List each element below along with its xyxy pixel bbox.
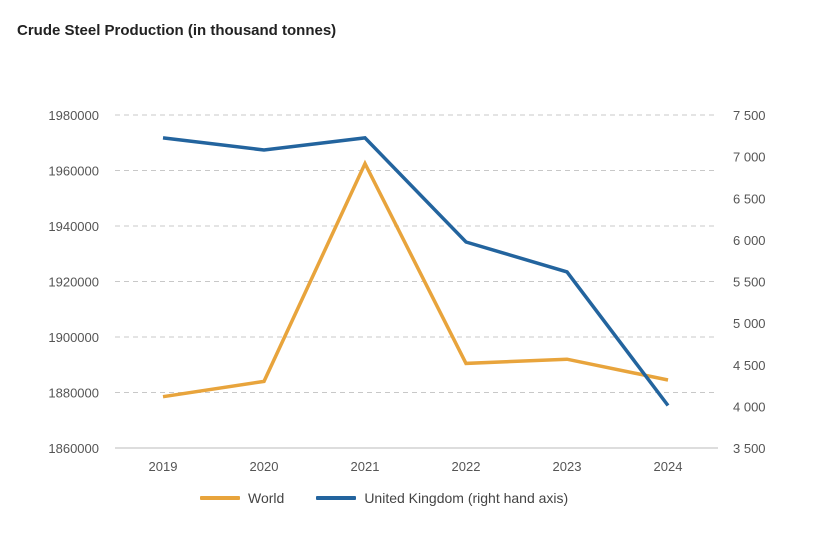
legend-swatch-uk [316, 496, 357, 500]
legend-item-uk: United Kingdom (right hand axis) [316, 490, 568, 506]
x-tick-label: 2021 [351, 459, 380, 474]
left-tick-label: 1940000 [48, 219, 99, 234]
series-line-world [162, 159, 669, 399]
x-tick-label: 2023 [553, 459, 582, 474]
x-axis-ticks: 2019 2020 2021 2022 2023 2024 [149, 459, 683, 474]
x-tick-label: 2022 [452, 459, 481, 474]
right-tick-label: 7 000 [733, 150, 766, 165]
legend-item-world: World [200, 490, 284, 506]
left-tick-label: 1860000 [48, 441, 99, 456]
left-axis-ticks: 1860000 1880000 1900000 1920000 1940000 19600… [48, 108, 99, 456]
right-tick-label: 7 500 [733, 108, 766, 123]
left-tick-label: 1960000 [48, 164, 99, 179]
right-tick-label: 5 000 [733, 316, 766, 331]
left-tick-label: 1880000 [48, 386, 99, 401]
left-tick-label: 1920000 [48, 275, 99, 290]
gridlines [115, 114, 718, 449]
left-tick-label: 1980000 [48, 108, 99, 123]
series-line-uk [162, 136, 670, 407]
right-tick-label: 6 000 [733, 233, 766, 248]
x-tick-label: 2024 [654, 459, 683, 474]
right-tick-label: 4 000 [733, 399, 766, 414]
right-axis-ticks: 3 500 4 000 4 500 5 000 5 500 6 000 6 500 7 000… [733, 108, 766, 456]
series-lines [162, 136, 670, 407]
left-tick-label: 1900000 [48, 330, 99, 345]
right-tick-label: 5 500 [733, 275, 766, 290]
right-tick-label: 6 500 [733, 191, 766, 206]
legend-label-uk: United Kingdom (right hand axis) [364, 490, 569, 506]
legend: World United Kingdom (right hand axis) [200, 490, 568, 506]
legend-swatch-world [200, 496, 240, 500]
legend-label-world: World [248, 490, 285, 506]
x-tick-label: 2020 [250, 459, 279, 474]
chart-title: Crude Steel Production (in thousand tonn… [17, 22, 337, 39]
right-tick-label: 3 500 [733, 441, 766, 456]
line-chart: 1860000 1880000 1900000 1920000 1940000 19600… [48, 108, 766, 474]
x-tick-label: 2019 [149, 459, 178, 474]
right-tick-label: 4 500 [733, 358, 766, 373]
